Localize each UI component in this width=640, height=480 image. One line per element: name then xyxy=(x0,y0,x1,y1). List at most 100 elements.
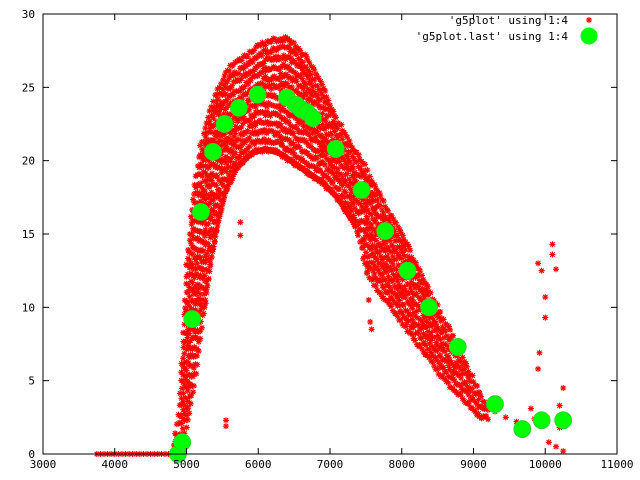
series-g5plot-point xyxy=(385,245,392,252)
series-g5plot-point xyxy=(206,268,213,275)
series-g5plot-point xyxy=(351,221,358,228)
series-g5plot-point xyxy=(279,43,286,50)
series-g5plot-point xyxy=(198,184,205,191)
series-g5plot-point xyxy=(338,171,345,178)
series-g5plot-point xyxy=(205,139,212,146)
series-g5plot-point xyxy=(367,231,374,238)
series-g5plot-point xyxy=(364,216,371,223)
series-g5plot-point xyxy=(235,70,242,77)
series-g5plot-point xyxy=(205,220,212,227)
series-g5plot-point xyxy=(302,64,309,71)
series-g5plot-point xyxy=(344,134,351,141)
series-g5plot-point xyxy=(386,219,393,226)
series-g5plot-point xyxy=(392,219,399,226)
series-g5plot-point xyxy=(325,97,332,104)
series-g5plot-point xyxy=(260,60,267,67)
series-g5plot-point xyxy=(405,289,412,296)
series-g5plot-point xyxy=(535,260,542,267)
series-g5plot-point xyxy=(190,364,197,371)
series-g5plot-point xyxy=(388,303,395,310)
y-tick-label: 25 xyxy=(22,81,35,94)
series-g5plot-point xyxy=(358,167,365,174)
series-g5plot-point xyxy=(268,48,275,55)
series-g5plot-point xyxy=(202,142,209,149)
series-g5plot-point xyxy=(217,80,224,87)
series-g5plot-point xyxy=(192,256,199,263)
series-g5plot-point xyxy=(195,285,202,292)
series-g5plot-point xyxy=(281,83,288,90)
series-g5plot-point xyxy=(383,268,390,275)
series-g5plot-point xyxy=(394,286,401,293)
series-g5plot-point xyxy=(366,225,373,232)
series-g5plot-point xyxy=(348,189,355,196)
series-g5plot-point xyxy=(348,207,355,214)
series-g5plot-point xyxy=(402,287,409,294)
series-g5plot-point xyxy=(237,88,244,95)
series-g5plot-point xyxy=(304,85,311,92)
series-g5plot-point xyxy=(246,61,253,68)
series-g5plot-point xyxy=(353,208,360,215)
series-g5plot-point xyxy=(362,249,369,256)
series-g5plot-point xyxy=(280,107,287,114)
series-g5plot-point xyxy=(280,52,287,59)
series-g5plot-point xyxy=(246,143,253,150)
series-g5plot-point xyxy=(320,141,327,148)
series-g5plot-point xyxy=(342,177,349,184)
series-g5plot-point xyxy=(368,177,375,184)
series-g5plot-point xyxy=(319,145,326,152)
series-g5plot-point xyxy=(400,322,407,329)
series-g5plot-point xyxy=(326,176,333,183)
series-g5plot-point xyxy=(396,244,403,251)
series-g5plot-point xyxy=(232,167,239,174)
series-g5plot-point xyxy=(288,38,295,45)
series-g5plot-point xyxy=(389,307,396,314)
series-g5plot-point xyxy=(238,57,245,64)
series-g5plot-point xyxy=(221,82,228,89)
series-g5plot-point xyxy=(226,67,233,74)
series-g5plot-point xyxy=(298,75,305,82)
series-g5plot-point xyxy=(410,257,417,264)
series-g5plot-point xyxy=(183,367,190,374)
series-g5plot-point xyxy=(317,105,324,112)
series-g5plot-point xyxy=(527,405,534,412)
series-g5plot-point xyxy=(284,109,291,116)
series-g5plot-point xyxy=(379,271,386,278)
series-g5plot-point xyxy=(220,196,227,203)
series-g5plot-point xyxy=(317,125,324,132)
series-g5plot-point xyxy=(325,112,332,119)
series-g5plot-last-point xyxy=(398,261,417,280)
series-g5plot-point xyxy=(338,179,345,186)
series-g5plot-point xyxy=(208,214,215,221)
series-g5plot-point xyxy=(224,183,231,190)
series-g5plot-point xyxy=(209,180,216,187)
series-g5plot-point xyxy=(419,272,426,279)
series-g5plot-point xyxy=(346,137,353,144)
series-g5plot-point xyxy=(293,51,300,58)
series-g5plot-point xyxy=(238,75,245,82)
series-g5plot-point xyxy=(372,237,379,244)
series-g5plot-point xyxy=(290,141,297,148)
series-g5plot-point xyxy=(351,205,358,212)
series-g5plot-point xyxy=(372,184,379,191)
series-g5plot-point xyxy=(206,243,213,250)
series-g5plot-point xyxy=(186,302,193,309)
series-g5plot-point xyxy=(443,342,450,349)
series-g5plot-point xyxy=(440,345,447,352)
series-g5plot-point xyxy=(221,156,228,163)
series-g5plot-point xyxy=(371,271,378,278)
series-g5plot-point xyxy=(210,197,217,204)
series-g5plot-point xyxy=(291,124,298,131)
series-g5plot-point xyxy=(475,410,482,417)
series-g5plot-point xyxy=(261,136,268,143)
series-g5plot-last-point xyxy=(532,411,551,430)
series-g5plot-point xyxy=(202,177,209,184)
series-g5plot-point xyxy=(407,247,414,254)
series-g5plot-point xyxy=(410,324,417,331)
series-g5plot-point xyxy=(461,366,468,373)
series-g5plot-last-point xyxy=(215,115,234,133)
series-g5plot-point xyxy=(197,335,204,342)
series-g5plot-point xyxy=(435,371,442,378)
series-g5plot-point xyxy=(318,91,325,98)
series-g5plot-point xyxy=(199,155,206,162)
